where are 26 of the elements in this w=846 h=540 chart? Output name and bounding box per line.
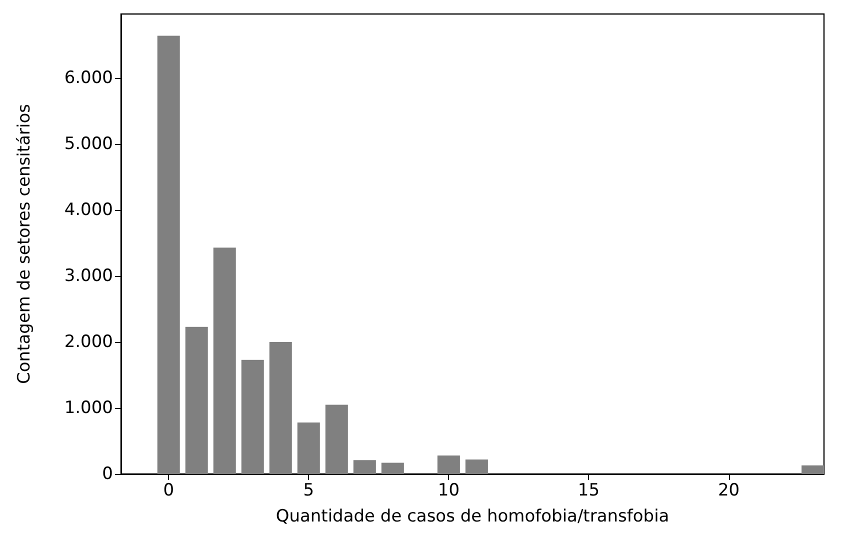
bar xyxy=(325,404,348,474)
bar xyxy=(185,326,208,474)
bar xyxy=(437,456,460,474)
y-tick-label: 3.000 xyxy=(64,266,113,286)
bar xyxy=(269,342,292,474)
bar xyxy=(465,459,488,474)
x-tick-label: 5 xyxy=(303,480,314,500)
bar xyxy=(802,465,824,474)
bar xyxy=(381,462,404,474)
y-tick-label: 6.000 xyxy=(64,68,113,88)
y-tick-label: 0 xyxy=(102,464,113,484)
x-tick-label: 15 xyxy=(578,480,600,500)
x-axis-title: Quantidade de casos de homofobia/transfobia xyxy=(276,506,670,526)
x-tick-label: 20 xyxy=(718,480,740,500)
bar xyxy=(157,36,180,474)
y-tick-label: 1.000 xyxy=(64,398,113,418)
y-tick-label: 2.000 xyxy=(64,332,113,352)
bar xyxy=(297,422,320,474)
bar xyxy=(241,360,264,474)
x-tick-label: 0 xyxy=(163,480,174,500)
bar xyxy=(213,248,236,474)
y-axis-title: Contagem de setores censitários xyxy=(14,104,34,384)
bar xyxy=(353,460,376,474)
y-tick-label: 4.000 xyxy=(64,200,113,220)
x-tick-label: 10 xyxy=(438,480,460,500)
y-tick-label: 5.000 xyxy=(64,134,113,154)
